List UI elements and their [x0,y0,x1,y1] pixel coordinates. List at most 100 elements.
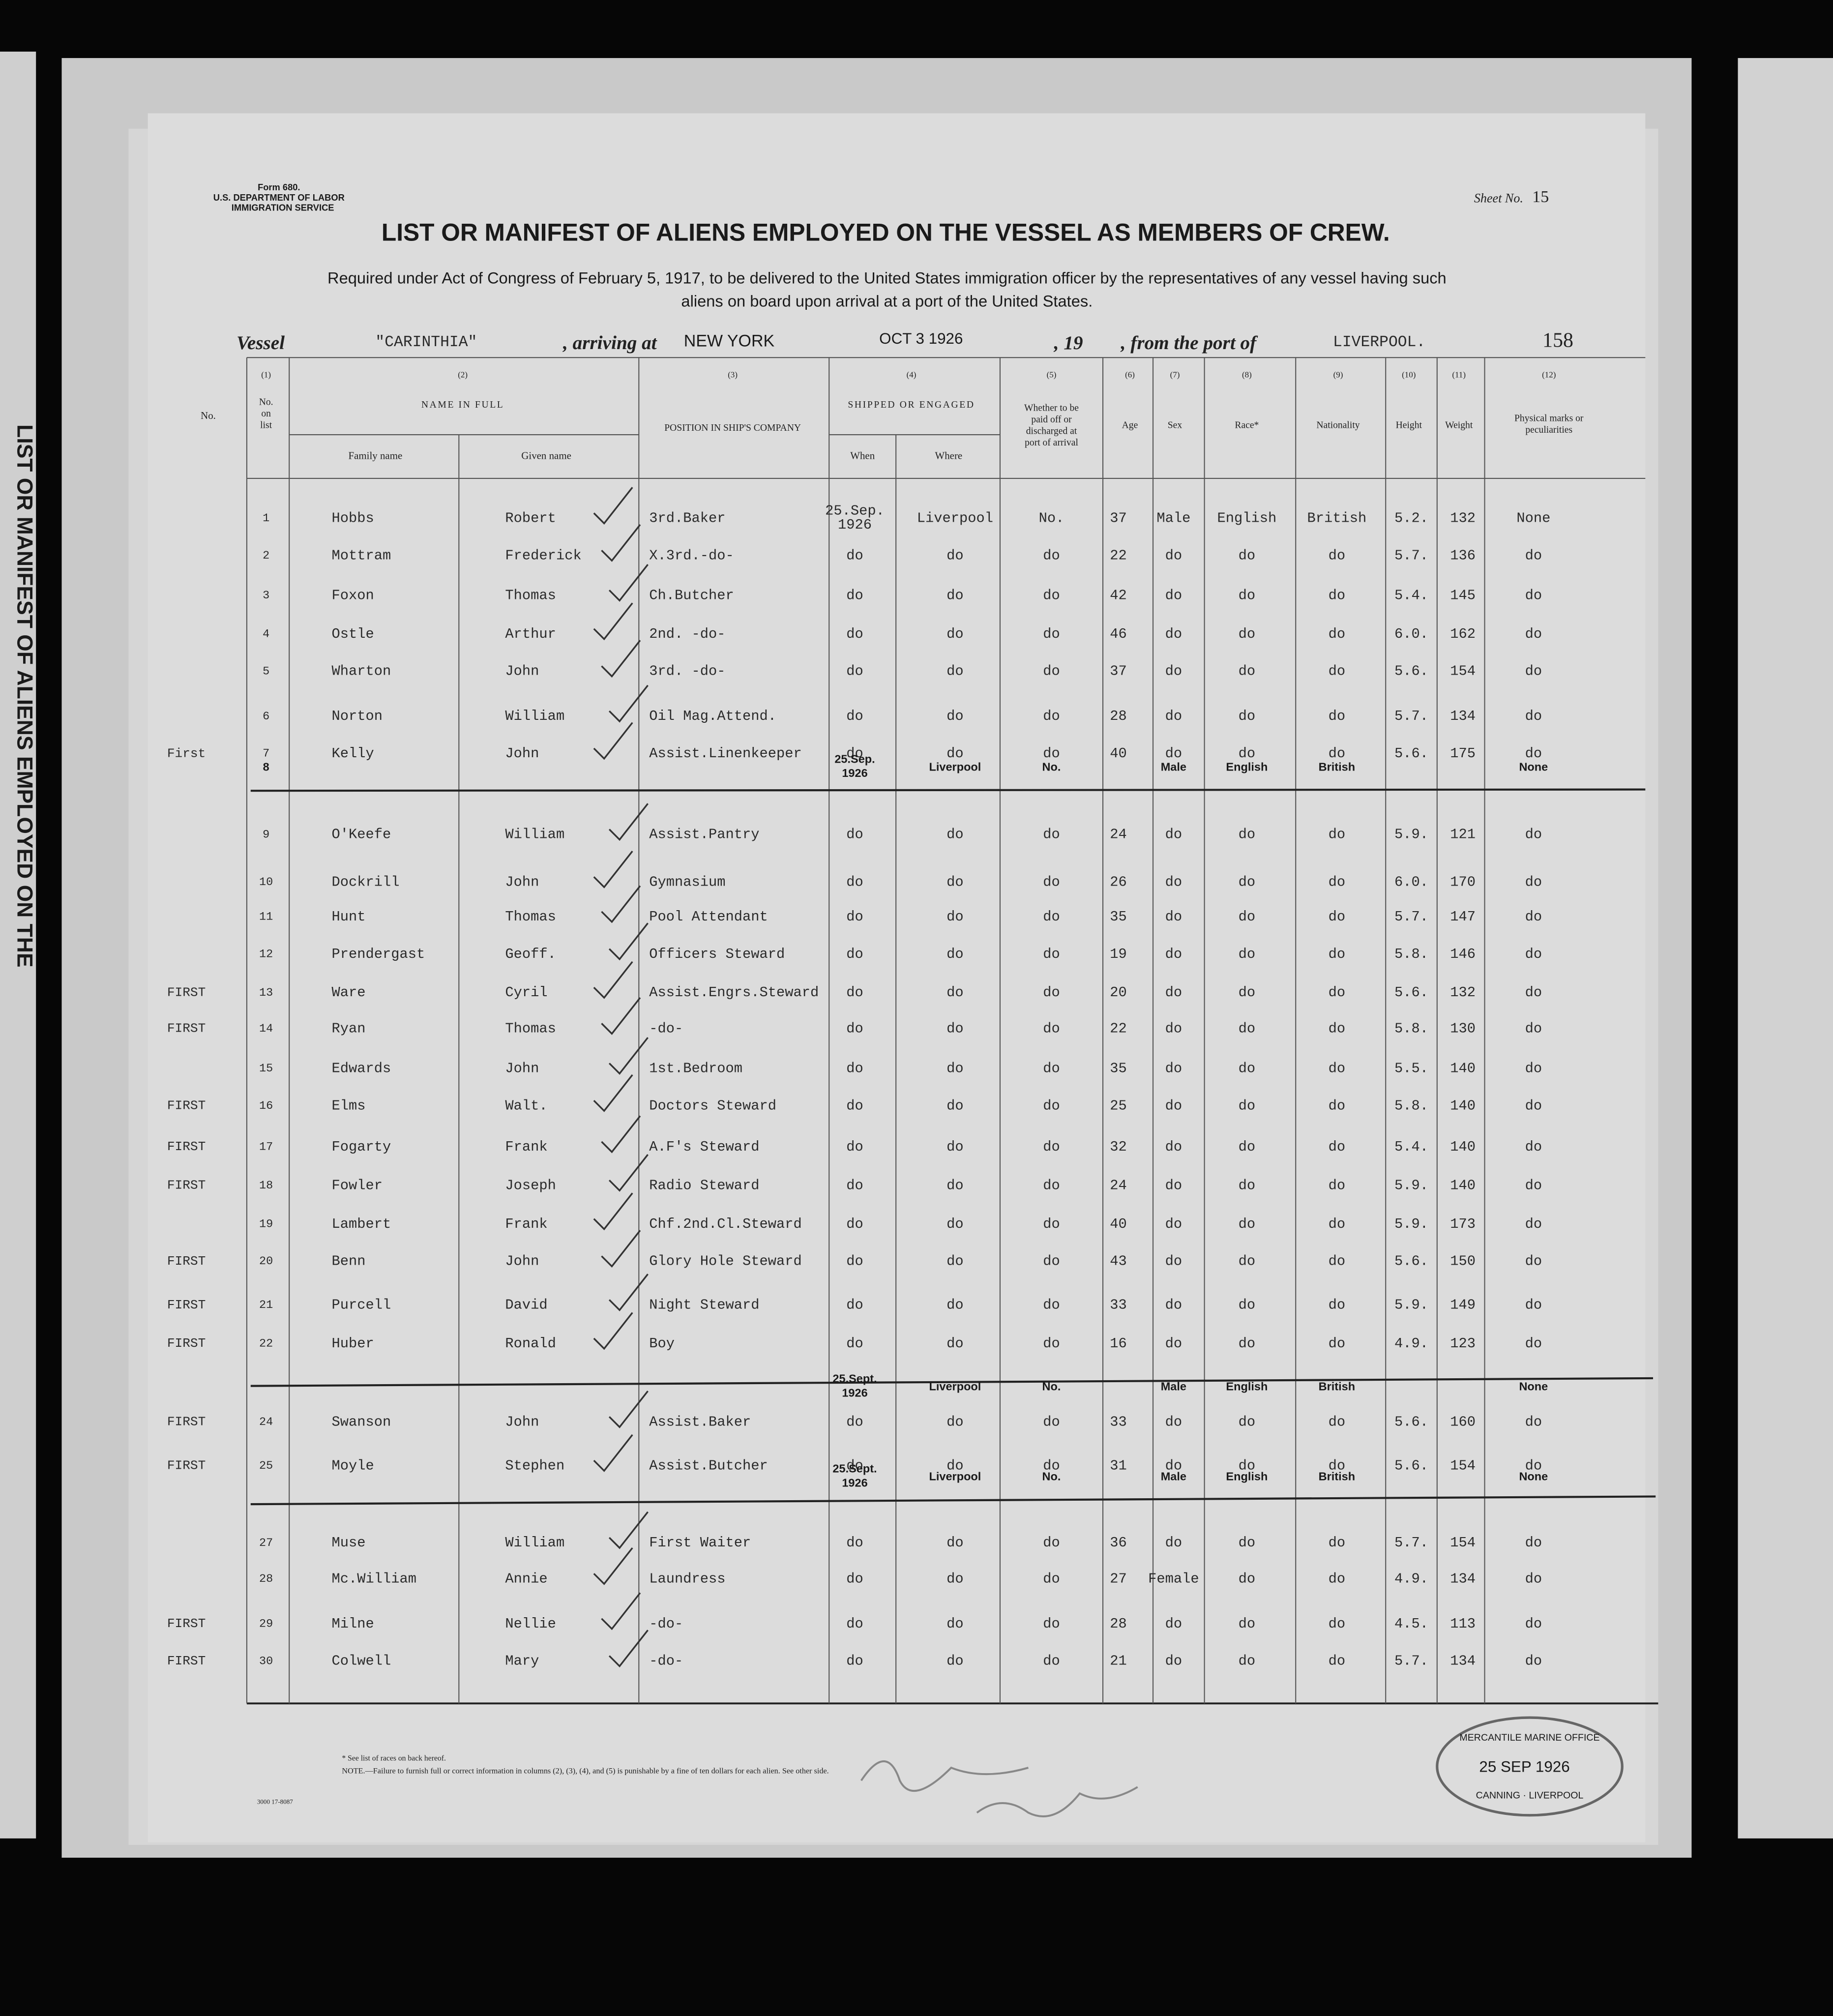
cell: Assist.Linenkeeper [649,745,802,762]
check-mark [601,997,641,1035]
cell: Liverpool [929,760,981,773]
cell: do [846,1616,863,1632]
cell: John [505,745,539,762]
cell: do [1165,547,1183,563]
cell: do [846,827,863,843]
cell: 154 [1450,663,1476,680]
left-sheet [0,51,36,1838]
column-label: Race* [1235,420,1259,430]
cell: -do- [649,1653,683,1669]
cell: Assist.Engrs.Steward [649,984,819,1001]
cell: 173 [1450,1216,1476,1232]
cell: Ronald [505,1335,556,1352]
cell: 18 [259,1179,273,1192]
cell: do [1165,1297,1183,1313]
cell: Fowler [331,1177,383,1193]
cell: O'Keefe [331,827,391,843]
check-mark [593,487,633,525]
cell: 140 [1450,1177,1476,1193]
cell: do [1165,1253,1183,1270]
cell: do [1239,1457,1256,1474]
cell: do [946,1616,964,1632]
cell: 147 [1450,909,1476,925]
cell: 140 [1450,1097,1476,1114]
row-mark: FIRST [167,1298,206,1312]
check-mark [593,1192,633,1231]
cell: 46 [1110,626,1127,642]
cell: do [846,1571,863,1587]
cell: 5.7. [1394,547,1428,563]
cell: Frank [505,1139,547,1155]
cell: do [1239,1216,1256,1232]
cell: No. [1039,510,1064,527]
cell: do [946,874,964,890]
cell: Frederick [505,547,581,563]
cell: do [1525,909,1542,925]
cell: do [1239,1616,1256,1632]
cell: do [1329,587,1346,603]
cell: Elms [331,1097,365,1114]
cell: John [505,874,539,890]
cell: 5.6. [1394,1414,1428,1430]
check-mark [593,1434,633,1472]
table-rules [246,357,1658,1705]
cell: do [846,909,863,925]
subcolumn: When [850,449,875,461]
check-mark [593,602,633,641]
cell: 42 [1110,587,1127,603]
cell: 35 [1110,909,1127,925]
cell: do [1043,1616,1060,1632]
cell: William [505,708,564,724]
cell: do [1165,708,1183,724]
no-label: No. [201,410,216,421]
column-label: Age [1122,420,1138,430]
check-mark [601,1230,641,1268]
cell: Nellie [505,1616,556,1632]
cell: Foxon [331,587,374,603]
cell: 6.0. [1394,874,1428,890]
column-label: NAME IN FULL [421,399,504,410]
cell: Male [1161,1470,1186,1482]
cell: Male [1161,760,1186,773]
stamp [1436,1716,1624,1817]
cell: do [1239,587,1256,603]
cell: do [1525,1414,1542,1430]
cell: First Waiter [649,1535,751,1551]
cell: 33 [1110,1297,1127,1313]
check-mark [593,722,633,760]
cell: A.F's Steward [649,1139,759,1155]
row-mark: FIRST [167,1139,206,1154]
cell: do [1165,626,1183,642]
cell: None [1519,1470,1548,1482]
cell: Stephen [505,1457,564,1474]
check-mark [601,885,641,923]
cell: William [505,1535,564,1551]
cell: William [505,827,564,843]
column-number: (3) [728,370,738,380]
cell: do [1043,1297,1060,1313]
cell: do [1329,909,1346,925]
check-mark [608,803,649,841]
subtitle: Required under Act of Congress of Februa… [327,268,1447,287]
cell: do [1329,626,1346,642]
check-mark [601,524,641,562]
cell: 27 [1110,1571,1127,1587]
department: U.S. DEPARTMENT OF LABOR [213,192,345,203]
check-mark [593,851,633,889]
cell: Liverpool [917,510,993,527]
cell: do [1525,827,1542,843]
cell: do [1043,1253,1060,1270]
cell: Milne [331,1616,374,1632]
cell: 154 [1450,1535,1476,1551]
cell: do [1165,1060,1183,1076]
from-label: , from the port of [1121,332,1258,354]
cell: 32 [1110,1139,1127,1155]
column-number: (2) [458,370,468,380]
cell: 113 [1450,1616,1476,1632]
cell: 6.0. [1394,626,1428,642]
cell: 12 [259,948,273,961]
cell: do [1329,1335,1346,1352]
cell: 5.7. [1394,1535,1428,1551]
cell: 7 [263,747,269,761]
cell: do [1043,1335,1060,1352]
